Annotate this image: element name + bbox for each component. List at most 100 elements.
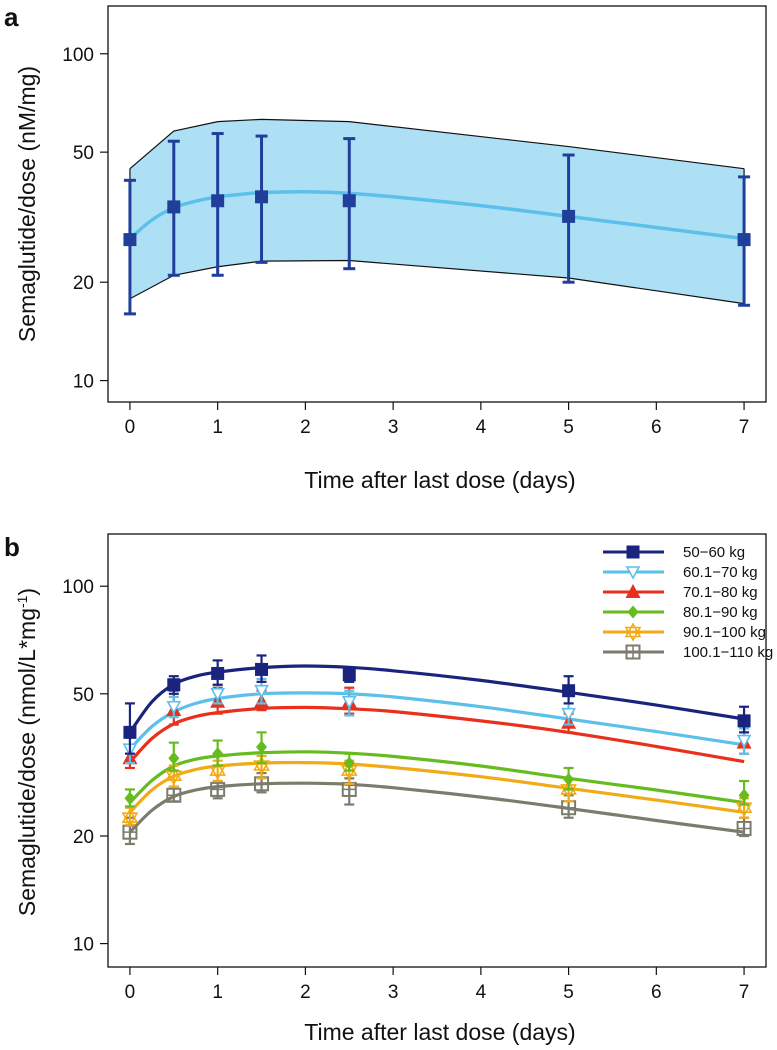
panel-b-y-tick-label: 10 xyxy=(73,935,94,956)
observed-point xyxy=(166,700,182,715)
legend-swatch-marker xyxy=(625,584,641,598)
panel-b-x-tick-label: 1 xyxy=(212,982,223,1003)
panel-b-axes: 0 1 2 3 4 5 6 7 10 20 50 100 xyxy=(62,577,749,1003)
panel-a-y-tick-label: 20 xyxy=(73,273,94,294)
panel-b-x-tick-label: 4 xyxy=(476,982,487,1003)
observed-point xyxy=(561,707,576,722)
observed-point xyxy=(211,194,225,208)
observed-point-up xyxy=(165,766,183,781)
panel-a-x-tick-label: 2 xyxy=(300,417,311,438)
observed-point xyxy=(342,194,356,208)
observed-point xyxy=(212,747,224,761)
legend-swatch-marker-down xyxy=(624,626,642,642)
legend-label: 80.1−90 kg xyxy=(683,604,758,621)
observed-point xyxy=(562,684,576,698)
observed-point xyxy=(737,233,751,247)
observed-point xyxy=(341,695,357,710)
observed-point xyxy=(121,808,139,828)
panel-a-x-tick-label: 4 xyxy=(476,417,487,438)
panel-a-frame xyxy=(107,5,767,403)
observed-point-cross xyxy=(123,825,137,839)
panel-a-y-tick-label: 50 xyxy=(73,143,94,164)
observed-point xyxy=(563,772,575,786)
legend-label: 90.1−100 kg xyxy=(683,624,766,641)
legend-swatch-marker xyxy=(625,644,641,660)
observed-point xyxy=(167,200,181,214)
observed-point xyxy=(167,678,181,692)
observed-point-up xyxy=(735,798,753,814)
panel-b-frame xyxy=(107,533,767,968)
observed-point-up xyxy=(209,760,227,776)
observed-point xyxy=(166,787,182,803)
observed-point-cross xyxy=(255,777,269,791)
panel-b-y-tick-label: 50 xyxy=(73,685,94,706)
observed-point xyxy=(123,725,137,739)
observed-point-cross xyxy=(737,821,751,835)
panel-a: a 0 1 2 3 4 5 6 7 10 20 50 100 Time after last dose… xyxy=(4,2,767,493)
panel-a-x-tick-label: 7 xyxy=(739,417,750,438)
panel-a-label: a xyxy=(4,2,19,32)
observed-point-cross xyxy=(167,788,181,802)
observed-point-up xyxy=(340,760,358,776)
panel-a-x-tick-label: 6 xyxy=(651,417,662,438)
panel-b-y-tick-label: 20 xyxy=(73,827,94,848)
panel-a-plot xyxy=(123,118,751,316)
observed-point xyxy=(561,800,577,816)
legend-label: 60.1−70 kg xyxy=(683,564,758,581)
observed-point xyxy=(738,788,750,802)
observed-point xyxy=(123,233,137,247)
observed-point-up xyxy=(560,779,577,795)
panel-b-legend: 50−60 kg 60.1−70 kg 70.1−80 kg 80.1−90 kg 90… xyxy=(603,544,773,661)
observed-point xyxy=(211,666,225,680)
observed-point xyxy=(342,668,356,682)
panel-a-x-axis-title: Time after last dose (days) xyxy=(304,467,575,493)
panel-a-x-tick-label: 1 xyxy=(212,417,223,438)
observed-point xyxy=(210,688,226,702)
legend-label: 100.1−110 kg xyxy=(683,644,773,661)
panel-b-x-tick-label: 2 xyxy=(300,982,311,1003)
panel-a-x-tick-label: 5 xyxy=(563,417,574,438)
panel-b: b 0 1 2 3 4 5 6 7 10 20 50 100 50−60 kg 60.1−70 kg 70… xyxy=(4,532,773,1045)
panel-a-y-tick-label: 10 xyxy=(73,372,94,393)
observed-point-up xyxy=(121,808,139,824)
observed-point-cross xyxy=(342,782,356,796)
legend-swatch-marker-up xyxy=(624,622,642,638)
observed-point xyxy=(343,756,355,770)
panel-b-x-tick-label: 5 xyxy=(563,982,574,1003)
panel-b-x-tick-label: 3 xyxy=(388,982,399,1003)
legend-swatch-marker xyxy=(626,545,640,559)
panel-b-x-tick-label: 7 xyxy=(739,982,750,1003)
observed-point xyxy=(256,740,268,754)
legend-swatch-marker xyxy=(624,622,642,642)
panel-b-x-axis-title: Time after last dose (days) xyxy=(304,1019,575,1045)
panel-b-plot xyxy=(121,654,753,846)
observed-point xyxy=(562,209,576,223)
prediction-interval-band xyxy=(129,119,745,304)
observed-point xyxy=(737,714,751,728)
panel-a-x-tick-label: 3 xyxy=(388,417,399,438)
observed-point xyxy=(254,684,269,699)
panel-a-x-tick-label: 0 xyxy=(125,417,136,438)
panel-b-label: b xyxy=(4,532,20,562)
observed-point xyxy=(255,190,269,204)
panel-b-x-tick-label: 0 xyxy=(125,982,136,1003)
panel-a-y-tick-label: 100 xyxy=(62,45,94,66)
legend-swatch-marker xyxy=(627,605,639,619)
observed-point xyxy=(168,751,180,765)
observed-point xyxy=(255,662,269,676)
observed-point xyxy=(124,791,136,805)
observed-point xyxy=(736,734,752,749)
panel-a-axes: 0 1 2 3 4 5 6 7 10 20 50 100 xyxy=(62,45,749,438)
observed-point xyxy=(210,781,226,797)
observed-point-cross xyxy=(562,801,576,815)
panel-b-y-tick-label: 100 xyxy=(62,577,94,598)
legend-swatch-marker xyxy=(625,566,641,580)
panel-b-x-tick-label: 6 xyxy=(651,982,662,1003)
legend-swatch-marker-cross xyxy=(626,645,640,659)
observed-point-cross xyxy=(211,782,225,796)
legend-label: 70.1−80 kg xyxy=(683,584,758,601)
band-upper-edge xyxy=(129,118,745,170)
observed-point xyxy=(736,820,752,836)
panel-b-y-axis-title: Semaglutide/dose (nmol/L*mg-1) xyxy=(14,588,40,916)
